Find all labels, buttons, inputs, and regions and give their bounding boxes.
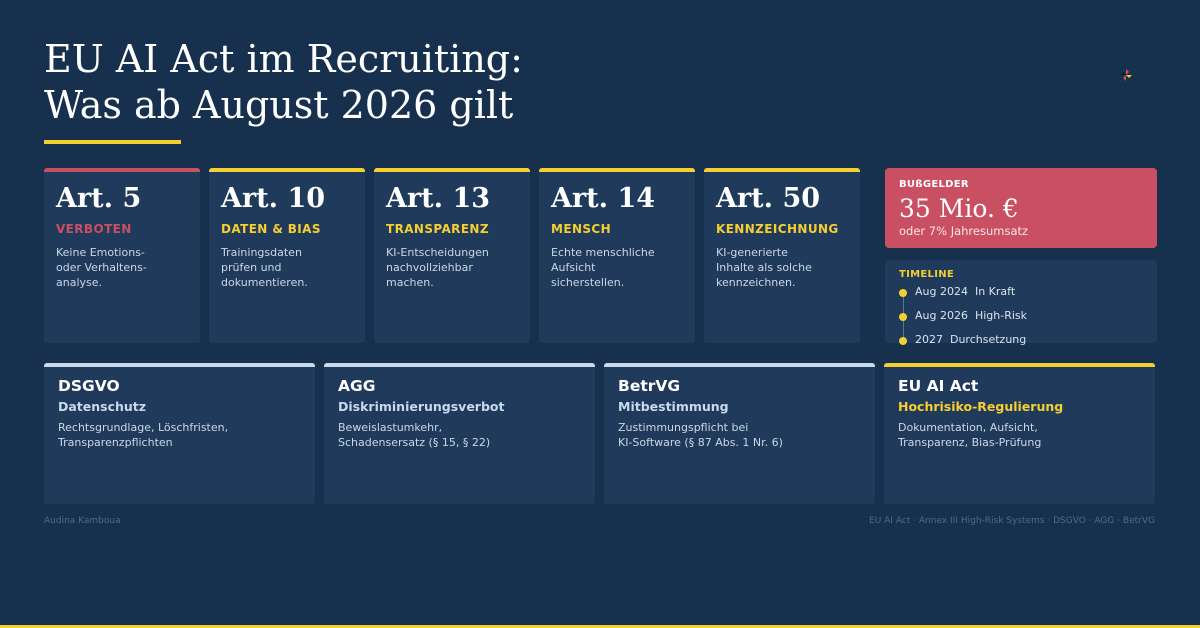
timeline-dot-icon (899, 289, 907, 297)
timeline-dot-icon (899, 313, 907, 321)
law-description: Beweislastumkehr, Schadensersatz (§ 15, … (338, 421, 491, 449)
article-number: Art. 10 (221, 183, 326, 214)
card-accent-bar (884, 363, 1155, 367)
timeline-dot-icon (899, 337, 907, 345)
article-tag: DATEN & BIAS (221, 222, 321, 236)
card-accent-bar (704, 168, 860, 172)
article-tag: KENNZEICHNUNG (716, 222, 839, 236)
law-description: Dokumentation, Aufsicht, Transparenz, Bi… (898, 421, 1042, 449)
card-accent-bar (604, 363, 875, 367)
bottom-accent-line (0, 625, 1200, 628)
article-description: Echte menschliche Aufsicht sicherstellen… (551, 246, 655, 289)
law-name: BetrVG (618, 377, 681, 395)
article-card-art-5: Art. 5 VERBOTEN Keine Emotions- oder Ver… (44, 168, 200, 343)
law-card-betrvg: BetrVG Mitbestimmung Zustimmungspflicht … (604, 363, 875, 504)
timeline-item: 2027 Durchsetzung (899, 332, 1026, 348)
card-accent-bar (374, 168, 530, 172)
law-subtitle: Datenschutz (58, 399, 147, 414)
article-tag: TRANSPARENZ (386, 222, 489, 236)
card-accent-bar (44, 363, 315, 367)
law-card-dsgvo: DSGVO Datenschutz Rechtsgrundlage, Lösch… (44, 363, 315, 504)
pinwheel-logo-icon (1120, 69, 1132, 81)
article-card-art-10: Art. 10 DATEN & BIAS Trainingsdaten prüf… (209, 168, 365, 343)
fines-label: BUßGELDER (899, 179, 969, 190)
article-number: Art. 50 (716, 183, 821, 214)
fines-card: BUßGELDER 35 Mio. € oder 7% Jahresumsatz (885, 168, 1157, 248)
timeline-item-text: Aug 2026 High-Risk (915, 309, 1028, 322)
article-card-art-13: Art. 13 TRANSPARENZ KI-Entscheidungen na… (374, 168, 530, 343)
card-accent-bar (324, 363, 595, 367)
fines-subtext: oder 7% Jahresumsatz (899, 224, 1029, 238)
article-tag: VERBOTEN (56, 222, 132, 236)
law-subtitle: Mitbestimmung (618, 399, 729, 414)
article-card-art-14: Art. 14 MENSCH Echte menschliche Aufsich… (539, 168, 695, 343)
article-description: Keine Emotions- oder Verhaltens- analyse… (56, 246, 147, 289)
article-number: Art. 14 (551, 183, 656, 214)
law-card-agg: AGG Diskriminierungsverbot Beweislastumk… (324, 363, 595, 504)
law-name: DSGVO (58, 377, 120, 395)
timeline-item: Aug 2024 In Kraft (899, 284, 1015, 300)
timeline-item-text: 2027 Durchsetzung (915, 333, 1027, 346)
page-title-line-2: Was ab August 2026 gilt (44, 83, 514, 127)
timeline-item-text: Aug 2024 In Kraft (915, 285, 1016, 298)
title-underline (44, 140, 181, 144)
article-description: Trainingsdaten prüfen und dokumentieren. (221, 246, 308, 289)
fines-amount: 35 Mio. € (899, 194, 1019, 223)
page-title-line-1: EU AI Act im Recruiting: (44, 37, 523, 81)
card-accent-bar (44, 168, 200, 172)
law-description: Zustimmungspflicht bei KI-Software (§ 87… (618, 421, 783, 449)
article-description: KI-Entscheidungen nachvollziehbar machen… (386, 246, 489, 289)
law-name: EU AI Act (898, 377, 979, 395)
law-description: Rechtsgrundlage, Löschfristen, Transpare… (58, 421, 229, 449)
law-name: AGG (338, 377, 376, 395)
footer-author: Audina Kamboua (44, 516, 121, 526)
article-tag: MENSCH (551, 222, 612, 236)
card-accent-bar (539, 168, 695, 172)
article-number: Art. 5 (56, 183, 142, 214)
law-subtitle: Hochrisiko-Regulierung (898, 399, 1064, 414)
timeline-item: Aug 2026 High-Risk (899, 308, 1027, 324)
law-card-eu-ai-act: EU AI Act Hochrisiko-Regulierung Dokumen… (884, 363, 1155, 504)
law-subtitle: Diskriminierungsverbot (338, 399, 505, 414)
article-description: KI-generierte Inhalte als solche kennzei… (716, 246, 812, 289)
page-title: EU AI Act im Recruiting: Was ab August 2… (44, 36, 523, 128)
card-accent-bar (209, 168, 365, 172)
timeline-label: TIMELINE (899, 269, 955, 280)
article-number: Art. 13 (386, 183, 491, 214)
timeline-card: TIMELINE Aug 2024 In Kraft Aug 2026 High… (885, 260, 1157, 346)
footer-sources: EU AI Act · Annex III High-Risk Systems … (869, 516, 1155, 526)
article-card-art-50: Art. 50 KENNZEICHNUNG KI-generierte Inha… (704, 168, 860, 343)
